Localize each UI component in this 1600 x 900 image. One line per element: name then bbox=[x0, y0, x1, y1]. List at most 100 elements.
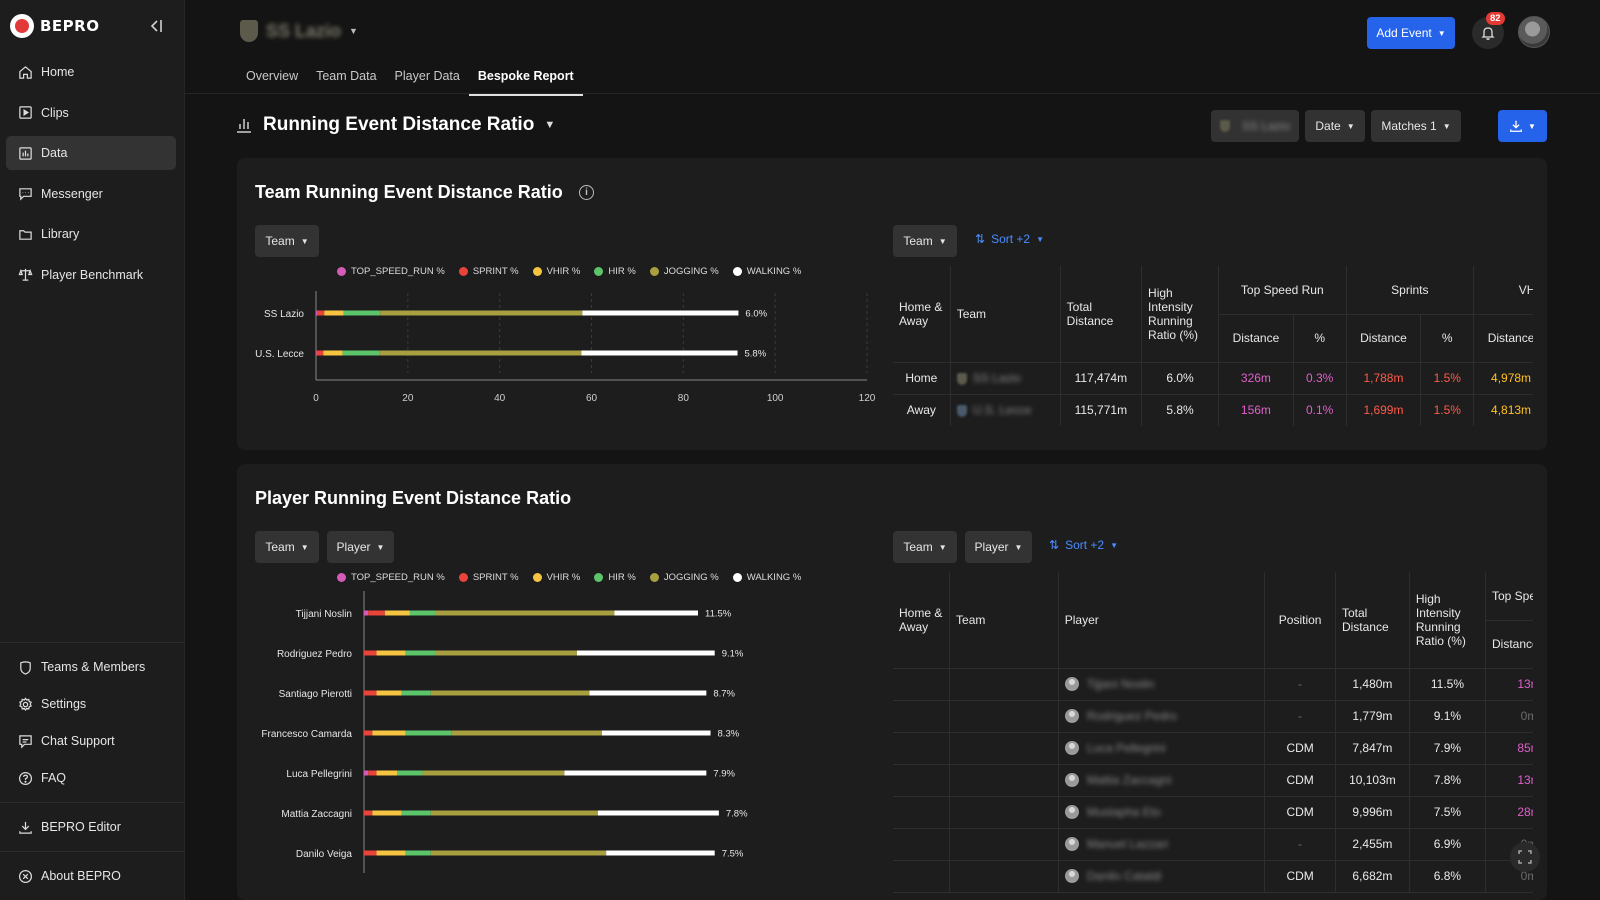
sidebar-item-teams-members[interactable]: Teams & Members bbox=[6, 650, 176, 684]
sidebar-item-faq[interactable]: FAQ bbox=[6, 761, 176, 795]
sidebar-item-about-bepro[interactable]: About BEPRO bbox=[6, 859, 176, 893]
col-home-away[interactable]: Home & Away bbox=[893, 266, 951, 363]
library-icon bbox=[19, 229, 32, 240]
col-vhir[interactable]: VHIR bbox=[1473, 266, 1533, 315]
player-sort-button[interactable]: ⇅ Sort +2 ▼ bbox=[1049, 538, 1118, 552]
info-icon[interactable]: i bbox=[579, 185, 594, 200]
col-total-distance[interactable]: Total Distance bbox=[1060, 266, 1143, 363]
tab-overview[interactable]: Overview bbox=[246, 69, 299, 83]
cell-team bbox=[949, 796, 1059, 829]
legend-label: SPRINT % bbox=[472, 572, 519, 583]
cell-home-away bbox=[893, 796, 951, 829]
player-avatar-icon bbox=[1064, 677, 1079, 692]
col-spr-distance[interactable]: Distance bbox=[1346, 314, 1422, 363]
bar-segment bbox=[380, 310, 583, 316]
cell-ts-distance: 28m bbox=[1485, 796, 1533, 829]
cell-team bbox=[949, 764, 1059, 797]
date-filter-button[interactable]: Date ▼ bbox=[1305, 110, 1365, 142]
cell-spr-distance: 1,788m bbox=[1346, 362, 1422, 395]
sidebar-item-settings[interactable]: Settings bbox=[6, 687, 176, 721]
col-top-speed[interactable]: Top Speed bbox=[1485, 572, 1533, 621]
team-table-dropdown[interactable]: Team ▼ bbox=[893, 225, 957, 257]
bar-segment bbox=[364, 650, 377, 656]
tab-team-data[interactable]: Team Data bbox=[316, 69, 377, 83]
sidebar-item-messenger[interactable]: Messenger bbox=[6, 177, 176, 211]
cell-tsr-pct: 0.1% bbox=[1293, 394, 1347, 426]
cell-total-distance: 115,771m bbox=[1060, 394, 1143, 426]
bar-segment bbox=[589, 690, 707, 696]
team-selector[interactable]: SS Lazio ▼ bbox=[240, 20, 358, 42]
add-event-button[interactable]: Add Event ▼ bbox=[1367, 17, 1455, 49]
col-spr-percent[interactable]: % bbox=[1420, 314, 1475, 363]
sidebar-item-chat-support[interactable]: Chat Support bbox=[6, 724, 176, 758]
report-title-text: Running Event Distance Ratio bbox=[263, 114, 535, 135]
legend-item: JOGGING % bbox=[649, 572, 719, 583]
bar-segment bbox=[372, 810, 402, 816]
cell-ts-distance: 13m bbox=[1485, 668, 1533, 701]
matches-filter-button[interactable]: Matches 1 ▼ bbox=[1371, 110, 1461, 142]
tab-player-data[interactable]: Player Data bbox=[394, 69, 460, 83]
col-team[interactable]: Team bbox=[950, 266, 1061, 363]
col-position[interactable]: Position bbox=[1264, 572, 1336, 669]
help-icon bbox=[18, 771, 33, 785]
bar-segment bbox=[601, 730, 711, 736]
player-chart-player-dropdown[interactable]: Player ▼ bbox=[327, 531, 394, 563]
fullscreen-button[interactable] bbox=[1510, 842, 1540, 872]
cell-spr-pct: 1.5% bbox=[1420, 394, 1475, 426]
player-chart-team-dropdown[interactable]: Team ▼ bbox=[255, 531, 319, 563]
tab-bespoke-report[interactable]: Bespoke Report bbox=[468, 64, 583, 96]
report-title[interactable]: Running Event Distance Ratio ▼ bbox=[235, 114, 555, 136]
cell-total-distance: 10,103m bbox=[1335, 764, 1410, 797]
player-table-team-dropdown[interactable]: Team ▼ bbox=[893, 531, 957, 563]
sidebar-item-library[interactable]: Library bbox=[6, 217, 176, 251]
col-hir-ratio[interactable]: High Intensity Running Ratio (%) bbox=[1141, 266, 1220, 363]
x-tick-label: 20 bbox=[402, 393, 414, 404]
sidebar-item-clips[interactable]: Clips bbox=[6, 96, 176, 130]
sort-label: Sort +2 bbox=[991, 232, 1031, 246]
download-button[interactable]: ▼ bbox=[1498, 110, 1547, 142]
col-hir-ratio[interactable]: High Intensity Running Ratio (%) bbox=[1409, 572, 1486, 669]
sidebar-item-bepro-editor[interactable]: BEPRO Editor bbox=[6, 810, 176, 844]
col-team[interactable]: Team bbox=[949, 572, 1059, 669]
logo[interactable]: BEPRO bbox=[10, 14, 99, 38]
team-filter-button[interactable]: SS Lazio bbox=[1211, 110, 1299, 142]
legend-item: HIR % bbox=[594, 266, 636, 277]
sidebar-item-data[interactable]: Data bbox=[6, 136, 176, 170]
sidebar-item-home[interactable]: Home bbox=[6, 55, 176, 89]
chevron-down-icon: ▼ bbox=[1036, 234, 1045, 244]
collapse-sidebar-icon[interactable] bbox=[146, 16, 166, 36]
table-row[interactable]: Away U.S. Lecce 115,771m 5.8% 156m 0.1% … bbox=[893, 394, 1533, 426]
category-label: U.S. Lecce bbox=[255, 349, 304, 360]
col-tsr-percent[interactable]: % bbox=[1293, 314, 1347, 363]
player-table-player-dropdown[interactable]: Player ▼ bbox=[965, 531, 1032, 563]
col-vhir-distance[interactable]: Distance bbox=[1473, 314, 1533, 363]
team-ratio-card: Team Running Event Distance Ratio i Team… bbox=[237, 158, 1547, 450]
col-top-speed-run[interactable]: Top Speed Run bbox=[1218, 266, 1347, 315]
table-row[interactable]: Danilo Cataldi CDM 6,682m 6.8% 0m bbox=[893, 860, 1533, 893]
user-avatar[interactable] bbox=[1518, 16, 1550, 48]
col-player[interactable]: Player bbox=[1058, 572, 1266, 669]
col-tsr-distance[interactable]: Distance bbox=[1218, 314, 1294, 363]
bar-segment bbox=[384, 610, 410, 616]
sidebar-item-player-benchmark[interactable]: Player Benchmark bbox=[6, 258, 176, 292]
team-sort-button[interactable]: ⇅ Sort +2 ▼ bbox=[975, 232, 1044, 246]
data-label: 5.8% bbox=[745, 349, 767, 360]
team-chart-dropdown[interactable]: Team ▼ bbox=[255, 225, 319, 257]
shield-icon bbox=[20, 660, 31, 675]
bar-segment bbox=[434, 610, 615, 616]
cell-player: Mustapha Eto bbox=[1058, 796, 1266, 829]
table-row[interactable]: Home SS Lazio 117,474m 6.0% 326m 0.3% 1,… bbox=[893, 362, 1533, 395]
col-total-distance[interactable]: Total Distance bbox=[1335, 572, 1410, 669]
col-ts-distance[interactable]: Distance bbox=[1485, 620, 1533, 669]
table-row[interactable]: Rodriguez Pedro -1,779m 9.1% 0m bbox=[893, 700, 1533, 733]
col-home-away[interactable]: Home & Away bbox=[893, 572, 951, 669]
data-label: 7.5% bbox=[722, 849, 744, 860]
x-tick-label: 40 bbox=[494, 393, 506, 404]
legend-label: WALKING % bbox=[746, 266, 802, 277]
col-sprints[interactable]: Sprints bbox=[1346, 266, 1475, 315]
